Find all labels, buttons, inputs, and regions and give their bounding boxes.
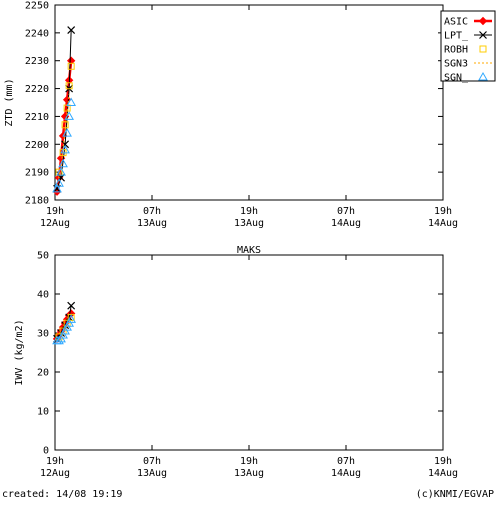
panel2-x-tick-date-label: 13Aug xyxy=(234,468,264,479)
panel1-y-tick-label: 2200 xyxy=(25,140,49,151)
panel1-series-sgn-u-point xyxy=(60,144,70,154)
panel1-y-tick-label: 2190 xyxy=(25,168,49,179)
panel2-y-axis-label: IWV (kg/m2) xyxy=(14,319,25,385)
panel2-x-tick-time-label: 07h xyxy=(337,456,355,467)
panel2-y-tick-label: 0 xyxy=(43,446,49,457)
panel2-y-tick-label: 40 xyxy=(37,290,49,301)
legend-label-4: SGN3 xyxy=(444,59,468,70)
panel2-x-tick-time-label: 19h xyxy=(240,456,258,467)
panel1-y-tick-label: 2240 xyxy=(25,28,49,39)
panel2-title: MAKS xyxy=(237,245,261,256)
legend-swatch-marker-5 xyxy=(478,71,488,81)
panel1-series-robh-point xyxy=(65,82,73,90)
panel2-x-tick-time-label: 19h xyxy=(434,456,452,467)
panel1-series-robh-point xyxy=(61,121,69,129)
panel2-x-tick-date-label: 12Aug xyxy=(40,468,70,479)
panel1-plot-frame xyxy=(54,4,444,201)
footer-created: created: 14/08 19:19 xyxy=(2,489,122,500)
panel1-series-sgn-u-point xyxy=(58,158,68,168)
panel2-x-tick-date-label: 14Aug xyxy=(428,468,458,479)
panel1-x-tick-time-label: 19h xyxy=(240,206,258,217)
panel1-y-tick-label: 2180 xyxy=(25,196,49,207)
legend-label-2: LPT_ xyxy=(444,31,469,42)
panel1-series-asic-point xyxy=(66,56,76,65)
footer-credit: (c)KNMI/EGVAP xyxy=(416,489,494,500)
legend-label-1: ASIC xyxy=(444,17,468,28)
panel2-x-tick-date-label: 13Aug xyxy=(137,468,167,479)
panel2-series-sgn-u-point xyxy=(66,314,77,323)
panel2-series-sgn-u-point xyxy=(54,335,64,345)
legend-label-5: SGN_ xyxy=(444,73,469,84)
panel1-series-sgn3 xyxy=(56,94,70,187)
panel1-series-sgn-u-point xyxy=(66,97,77,106)
panel1-series-sgn-u xyxy=(52,97,77,193)
panel2-x-tick-time-label: 07h xyxy=(143,456,161,467)
panel2-y-tick-label: 50 xyxy=(37,251,49,262)
panel1-x-tick-date-label: 13Aug xyxy=(234,218,264,229)
panel2-series-sgn-u xyxy=(52,314,77,345)
panel1-series-robh-point xyxy=(67,62,75,70)
panel1-y-tick-label: 2230 xyxy=(25,56,49,67)
panel1-series-lpt-u-point xyxy=(67,26,76,34)
panel1-y-tick-label: 2250 xyxy=(25,1,49,12)
panel1-x-tick-time-label: 19h xyxy=(434,206,452,217)
panel1-x-tick-date-label: 13Aug xyxy=(137,218,167,229)
panel2-series-lpt-u-point xyxy=(67,301,76,310)
panel2-y-tick-label: 30 xyxy=(37,329,49,340)
panel1-series-sgn-u-point xyxy=(64,111,75,120)
panel1-x-tick-date-label: 14Aug xyxy=(331,218,361,229)
panel1-x-tick-date-label: 14Aug xyxy=(428,218,458,229)
panel2-x-tick-date-label: 14Aug xyxy=(331,468,361,479)
panel1-x-tick-time-label: 07h xyxy=(143,206,161,217)
panel2-y-tick-label: 10 xyxy=(37,407,49,418)
panel2-x-tick-time-label: 19h xyxy=(46,456,64,467)
panel1-series-sgn-u-point xyxy=(52,183,62,193)
panel1-series-sgn-u-point xyxy=(56,167,66,176)
panel2-y-tick-label: 20 xyxy=(37,368,49,379)
panel1-series-asic-point xyxy=(62,95,72,104)
panel1-x-tick-date-label: 12Aug xyxy=(40,218,70,229)
legend-swatch-marker-1 xyxy=(478,16,488,26)
panel1-x-tick-time-label: 07h xyxy=(337,206,355,217)
legend-swatch-marker-3 xyxy=(479,45,487,53)
panel1-series-sgn3-line xyxy=(56,94,70,187)
panel1-x-tick-time-label: 19h xyxy=(46,206,64,217)
panel1-series-sgn-u-point xyxy=(54,178,64,187)
panel1-y-tick-label: 2210 xyxy=(25,112,49,123)
panel1-series-lpt-u-point xyxy=(61,140,70,149)
panel1-y-axis-label: ZTD (mm) xyxy=(4,78,15,126)
legend-swatch-marker-2 xyxy=(479,31,487,39)
panel1-y-tick-label: 2220 xyxy=(25,84,49,95)
panel2-plot-frame xyxy=(54,254,444,451)
panel1-series-sgn-u-point xyxy=(62,128,72,137)
legend-label-3: ROBH xyxy=(444,45,468,56)
